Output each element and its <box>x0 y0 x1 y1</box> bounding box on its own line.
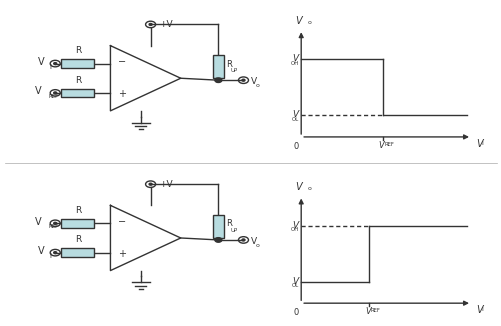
Bar <box>61 248 94 257</box>
Text: I: I <box>50 64 52 70</box>
Text: R: R <box>75 206 81 215</box>
Text: o: o <box>307 186 311 191</box>
Circle shape <box>214 78 221 82</box>
Circle shape <box>54 222 57 224</box>
Text: I: I <box>480 141 482 146</box>
Circle shape <box>149 23 152 25</box>
Circle shape <box>54 63 57 65</box>
Text: −: − <box>118 57 126 67</box>
Circle shape <box>54 252 57 254</box>
Text: UP: UP <box>230 68 237 73</box>
Text: 0: 0 <box>293 308 298 317</box>
Bar <box>212 215 223 238</box>
Circle shape <box>149 183 152 185</box>
Text: REF: REF <box>49 224 59 229</box>
Text: REF: REF <box>383 142 393 147</box>
Text: UP: UP <box>230 228 237 232</box>
Text: V: V <box>475 139 481 149</box>
Text: o: o <box>307 20 311 25</box>
Text: R: R <box>226 219 232 229</box>
Text: V: V <box>35 86 41 96</box>
Text: OL: OL <box>291 117 298 122</box>
Text: +V: +V <box>158 20 172 29</box>
Bar <box>61 59 94 68</box>
Text: REF: REF <box>49 94 59 98</box>
Circle shape <box>54 92 57 94</box>
Text: OH: OH <box>290 61 298 66</box>
Text: −: − <box>118 217 126 227</box>
Text: +V: +V <box>158 180 172 189</box>
Text: V: V <box>364 307 370 316</box>
Text: V: V <box>38 57 44 67</box>
Text: o: o <box>256 83 260 88</box>
Text: V: V <box>250 77 257 86</box>
Text: o: o <box>256 243 260 248</box>
Text: 0: 0 <box>293 142 298 151</box>
Text: V: V <box>292 110 298 119</box>
Text: OL: OL <box>291 283 298 288</box>
Text: I: I <box>50 253 52 259</box>
Text: V: V <box>295 182 302 192</box>
Text: V: V <box>35 217 41 227</box>
Bar <box>212 55 223 78</box>
Text: V: V <box>292 221 298 230</box>
Text: R: R <box>226 60 232 69</box>
Bar <box>61 89 94 97</box>
Text: REF: REF <box>370 308 380 313</box>
Text: R: R <box>75 46 81 55</box>
Text: +: + <box>118 89 126 99</box>
Circle shape <box>241 79 244 81</box>
Text: V: V <box>250 237 257 246</box>
Text: I: I <box>480 307 482 312</box>
Circle shape <box>214 238 221 242</box>
Text: V: V <box>292 276 298 286</box>
Circle shape <box>241 239 244 241</box>
Bar <box>61 219 94 228</box>
Text: R: R <box>75 235 81 244</box>
Text: OH: OH <box>290 227 298 232</box>
Text: V: V <box>295 16 302 26</box>
Text: +: + <box>118 249 126 259</box>
Text: V: V <box>292 54 298 63</box>
Text: V: V <box>38 246 44 256</box>
Text: V: V <box>378 141 384 150</box>
Text: R: R <box>75 76 81 85</box>
Text: V: V <box>475 305 481 315</box>
